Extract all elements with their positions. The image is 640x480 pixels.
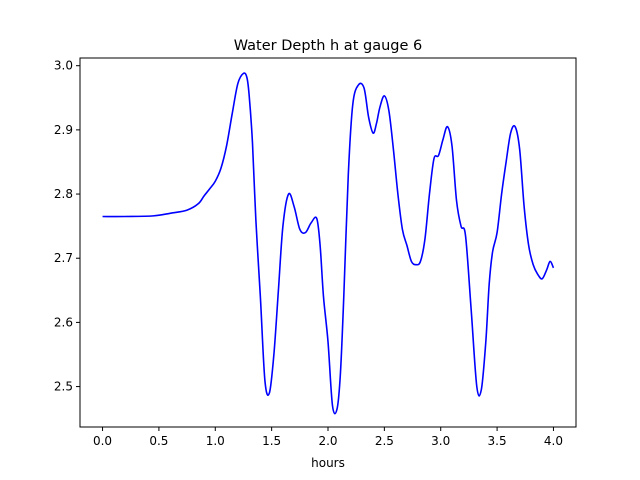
x-tick-label: 3.5 — [488, 434, 507, 448]
x-axis-label: hours — [311, 456, 345, 470]
x-axis: 0.0 0.5 1.0 1.5 2.0 2.5 3.0 3.5 4.0 — [93, 427, 563, 448]
y-tick-label: 2.7 — [54, 251, 73, 265]
x-tick-label: 4.0 — [544, 434, 563, 448]
y-tick-label: 2.6 — [54, 315, 73, 329]
x-tick-label: 1.0 — [206, 434, 225, 448]
x-tick-label: 2.0 — [318, 434, 337, 448]
plot-frame — [79, 57, 577, 428]
y-tick-label: 2.9 — [54, 123, 73, 137]
series-layer — [102, 72, 555, 415]
y-tick-label: 2.5 — [54, 380, 73, 394]
x-tick-label: 3.0 — [431, 434, 450, 448]
y-tick-label: 3.0 — [54, 59, 73, 73]
x-tick-label: 1.5 — [262, 434, 281, 448]
x-tick-label: 2.5 — [375, 434, 394, 448]
series-line-0 — [102, 72, 555, 415]
x-tick-label: 0.5 — [149, 434, 168, 448]
y-tick-label: 2.8 — [54, 187, 73, 201]
y-axis: 2.5 2.6 2.7 2.8 2.9 3.0 — [54, 59, 80, 394]
chart-title: Water Depth h at gauge 6 — [234, 38, 422, 54]
plot-area-background — [80, 58, 576, 427]
x-tick-label: 0.0 — [93, 434, 112, 448]
